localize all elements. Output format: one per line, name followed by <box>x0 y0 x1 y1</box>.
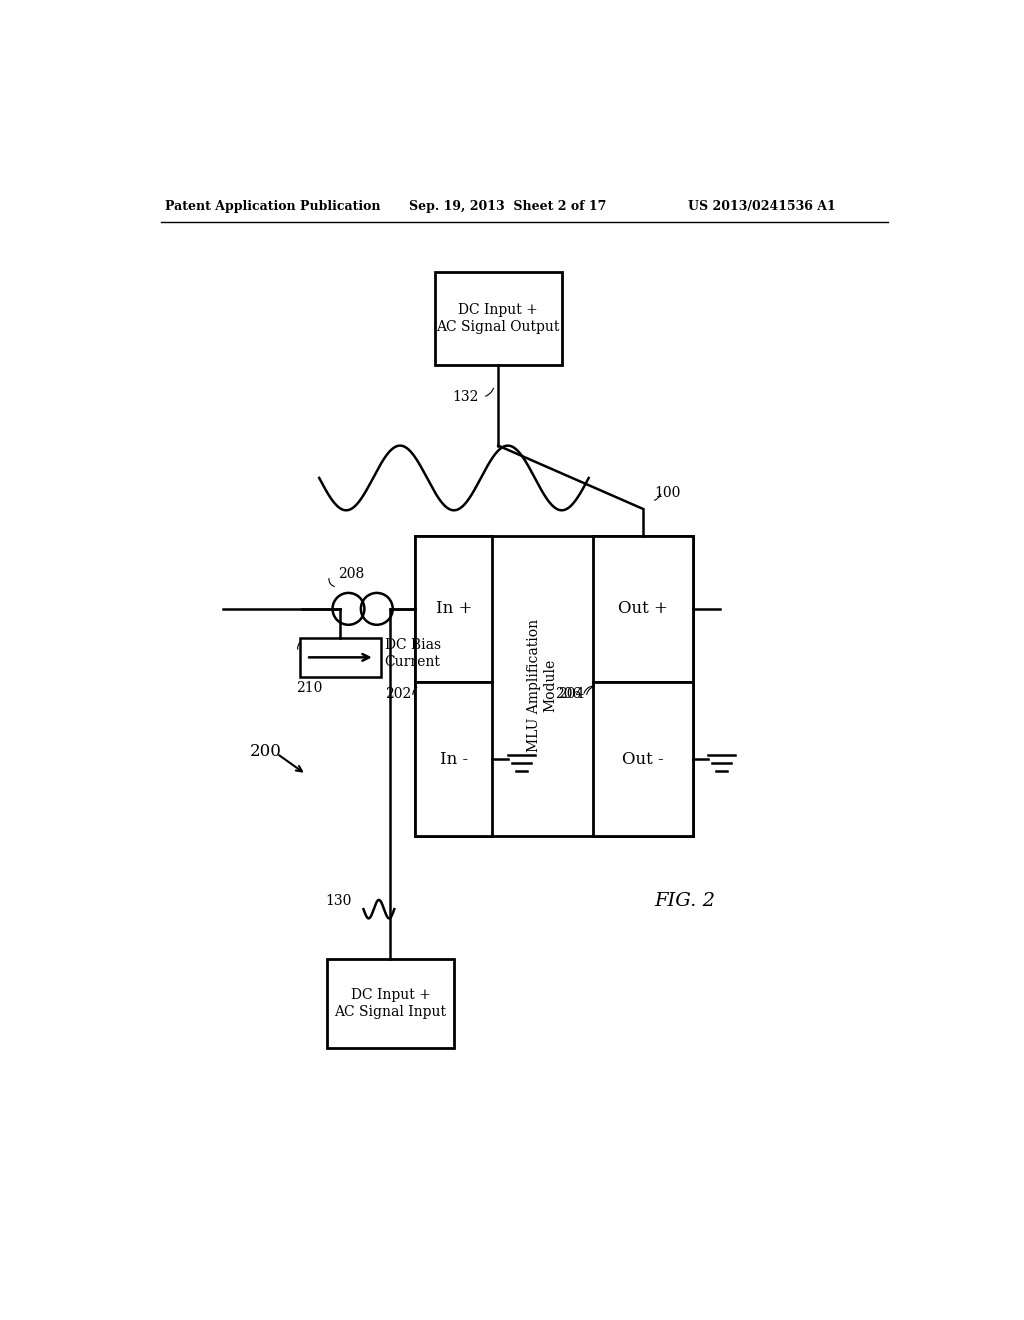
Text: Out +: Out + <box>617 601 668 618</box>
Text: 208: 208 <box>339 568 365 581</box>
Text: Patent Application Publication: Patent Application Publication <box>165 199 381 213</box>
Bar <box>300 638 381 677</box>
Bar <box>327 960 454 1048</box>
Bar <box>435 272 562 364</box>
Text: In -: In - <box>440 751 468 767</box>
Bar <box>416 682 493 836</box>
Text: FIG. 2: FIG. 2 <box>654 892 716 911</box>
Bar <box>593 682 692 836</box>
Text: Sep. 19, 2013  Sheet 2 of 17: Sep. 19, 2013 Sheet 2 of 17 <box>410 199 606 213</box>
Text: 100: 100 <box>654 486 681 500</box>
Bar <box>416 536 692 836</box>
Bar <box>416 536 493 682</box>
Text: MLU Amplification
Module: MLU Amplification Module <box>527 619 558 752</box>
Bar <box>593 536 692 682</box>
Text: 200: 200 <box>250 743 282 760</box>
Text: DC Input +
AC Signal Output: DC Input + AC Signal Output <box>436 304 560 334</box>
Text: 204: 204 <box>558 686 585 701</box>
Text: 210: 210 <box>296 681 323 696</box>
Text: Out -: Out - <box>622 751 664 767</box>
Text: 130: 130 <box>326 895 352 908</box>
Text: In +: In + <box>436 601 472 618</box>
Text: DC Bias
Current: DC Bias Current <box>385 639 440 669</box>
Text: US 2013/0241536 A1: US 2013/0241536 A1 <box>688 199 836 213</box>
Text: 132: 132 <box>453 391 479 404</box>
Text: DC Input +
AC Signal Input: DC Input + AC Signal Input <box>335 989 446 1019</box>
Text: 206: 206 <box>555 686 581 701</box>
Text: 202: 202 <box>385 686 412 701</box>
